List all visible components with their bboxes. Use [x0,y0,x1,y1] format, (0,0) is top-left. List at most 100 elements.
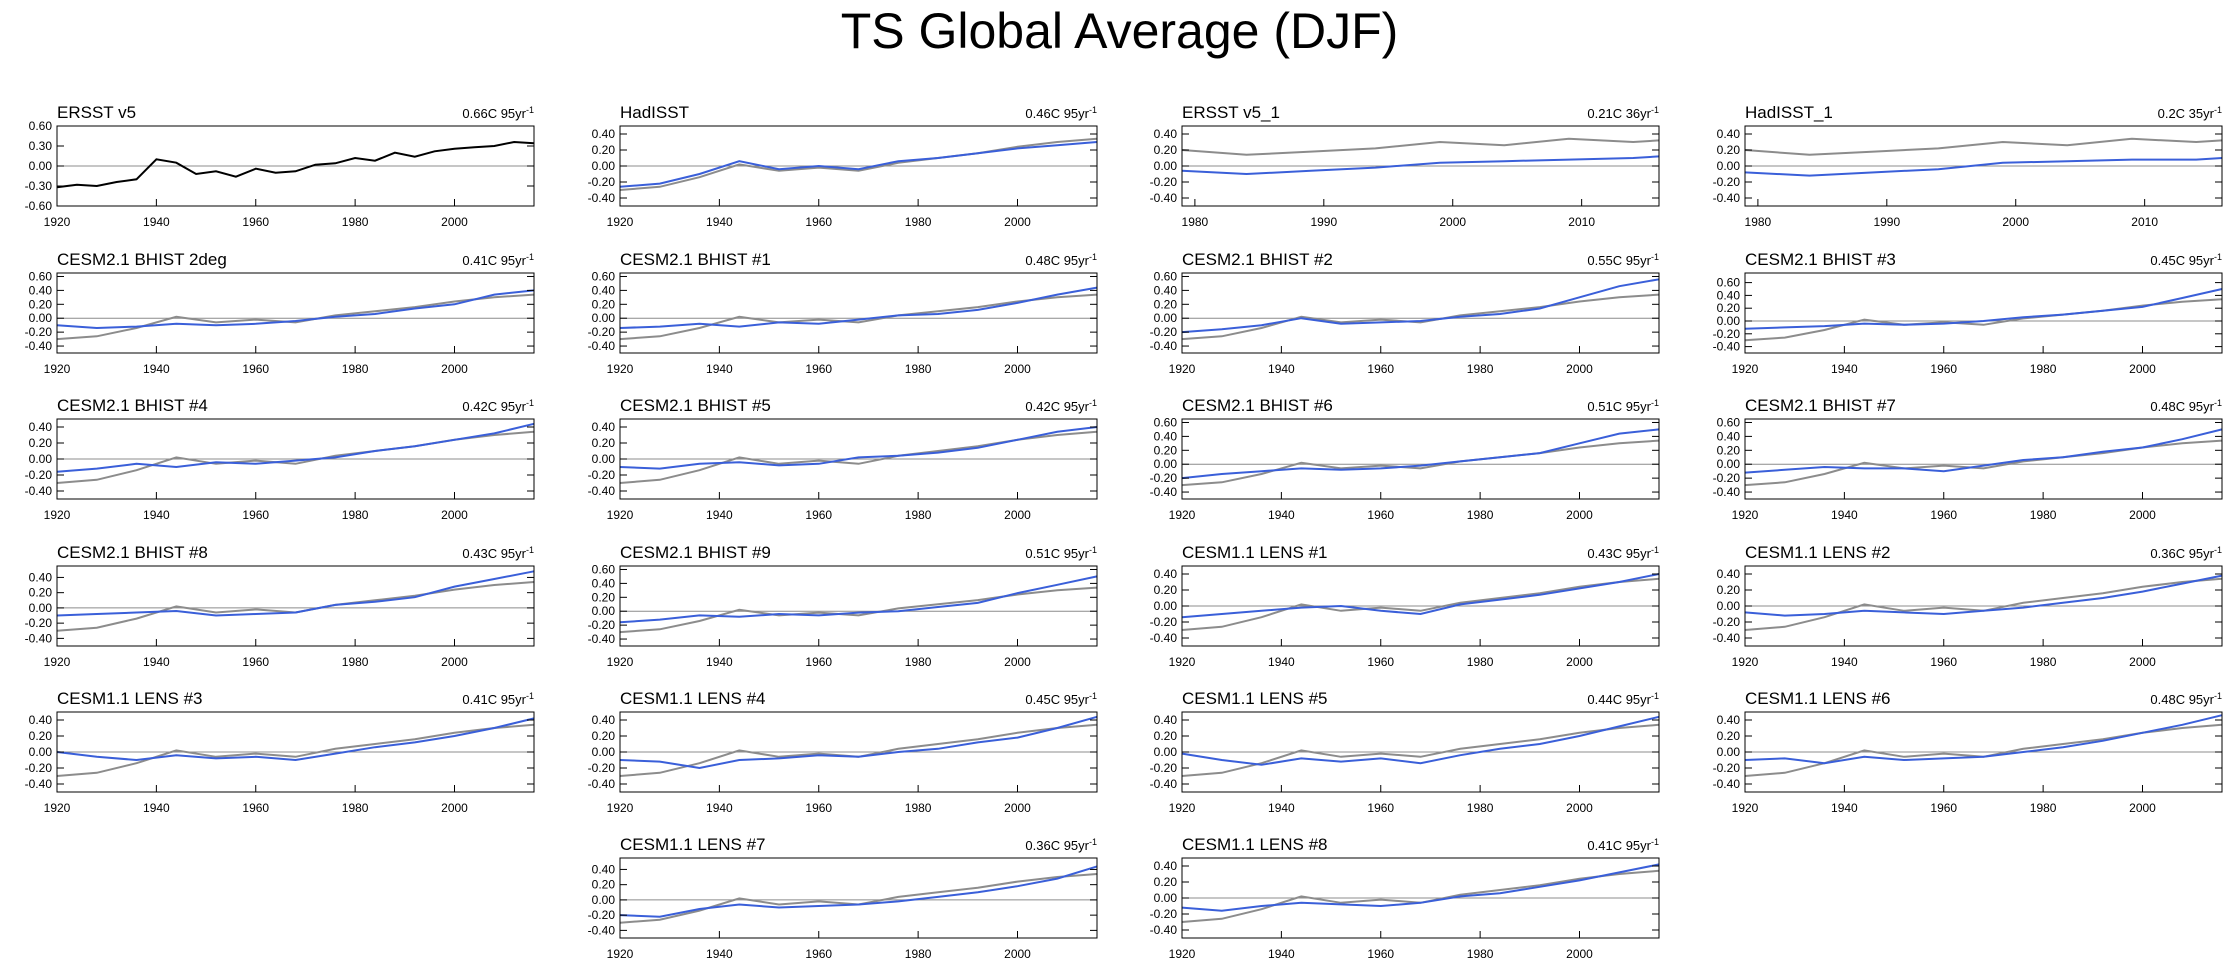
x-tick-label: 1920 [1169,362,1196,376]
y-tick-label: 0.00 [1717,599,1741,613]
y-tick-label: -0.20 [1150,761,1178,775]
x-tick-label: 1960 [1930,801,1957,815]
y-tick-label: 0.30 [29,139,53,153]
x-tick-label: 2000 [2129,362,2156,376]
y-tick-label: -0.40 [1713,485,1741,499]
y-tick-label: 0.40 [1717,127,1741,141]
series-line [56,289,535,330]
series-line [619,426,1098,470]
y-tick-label: 0.20 [592,436,616,450]
y-tick-label: 0.00 [1154,891,1178,905]
x-tick-label: 2000 [1566,508,1593,522]
x-tick-label: 1990 [1873,215,1900,229]
y-tick-label: -0.40 [1150,339,1178,353]
y-tick-label: 0.40 [592,576,616,590]
x-tick-label: 2000 [2129,655,2156,669]
y-tick-label: 0.60 [592,269,616,283]
panel: 0.600.400.200.00-0.20-0.40 1920 1940 1960 19… [25,250,535,376]
series-line [619,286,1098,329]
x-tick-label: 2000 [1004,801,1031,815]
trend-label: 0.45C 95yr-1 [1025,691,1097,707]
y-tick-label: -0.40 [588,632,616,646]
x-tick-label: 1940 [706,508,733,522]
series-line [1744,577,2223,631]
series-line [1744,439,2223,487]
x-tick-label: 1980 [905,215,932,229]
panel-title: CESM1.1 LENS #5 [1182,689,1328,708]
y-tick-label: 0.00 [1717,457,1741,471]
x-tick-label: 1960 [805,508,832,522]
panel: 0.600.400.200.00-0.20-0.40 1920 1940 1960 19… [1150,250,1660,376]
series-line [56,570,535,617]
y-tick-label: -0.20 [588,908,616,922]
x-tick-label: 1980 [905,508,932,522]
x-tick-label: 1960 [1367,947,1394,961]
trend-label: 0.51C 95yr-1 [1587,398,1659,414]
y-tick-label: 0.40 [29,283,53,297]
y-tick-label: 0.00 [29,159,53,173]
y-tick-label: 0.40 [592,713,616,727]
y-tick-label: 0.40 [1154,429,1178,443]
x-tick-label: 1980 [1467,655,1494,669]
series-line [1181,137,1660,156]
x-tick-label: 1940 [143,215,170,229]
y-tick-label: 0.40 [592,283,616,297]
y-tick-label: -0.20 [1150,175,1178,189]
panel-title: CESM2.1 BHIST #7 [1745,396,1896,415]
panel: 0.600.400.200.00-0.20-0.40 1920 1940 1960 19… [1150,396,1660,522]
panel-title: CESM1.1 LENS #7 [620,835,766,854]
x-tick-label: 1960 [1367,655,1394,669]
y-tick-label: 0.60 [1717,276,1741,290]
y-tick-label: 0.20 [592,143,616,157]
panel: 0.600.400.200.00-0.20-0.40 1920 1940 1960 19… [588,250,1098,376]
y-tick-label: 0.40 [1154,567,1178,581]
x-tick-label: 1980 [342,215,369,229]
y-tick-label: -0.20 [1150,471,1178,485]
panel-title: HadISST [620,103,689,122]
y-tick-label: -0.40 [1713,631,1741,645]
x-tick-label: 1960 [1930,508,1957,522]
y-tick-label: 0.40 [29,570,53,584]
y-tick-label: 0.20 [29,436,53,450]
x-tick-label: 1940 [143,801,170,815]
y-tick-label: -0.40 [25,339,53,353]
figure-title: TS Global Average (DJF) [840,3,1399,59]
y-tick-label: 0.20 [29,297,53,311]
y-tick-label: -0.40 [1713,191,1741,205]
y-tick-label: 0.40 [592,127,616,141]
y-tick-label: 0.20 [592,878,616,892]
trend-label: 0.21C 36yr-1 [1587,105,1659,121]
trend-label: 0.36C 95yr-1 [2150,545,2222,561]
x-tick-label: 1940 [1268,362,1295,376]
x-tick-label: 1920 [1169,655,1196,669]
y-tick-label: 0.00 [592,745,616,759]
y-tick-label: 0.60 [1154,415,1178,429]
y-tick-label: -0.20 [588,175,616,189]
x-tick-label: 2000 [1004,655,1031,669]
plot-frame [1744,272,2223,354]
series-line [619,141,1098,188]
y-tick-label: -0.40 [1150,777,1178,791]
series-line [619,586,1098,634]
y-tick-label: 0.60 [1717,415,1741,429]
y-tick-label: 0.20 [1154,143,1178,157]
y-tick-label: 0.20 [29,729,53,743]
y-tick-label: 0.00 [29,601,53,615]
y-tick-label: -0.20 [588,761,616,775]
panel: 0.600.400.200.00-0.20-0.40 1920 1940 1960 19… [588,543,1098,669]
trend-label: 0.44C 95yr-1 [1587,691,1659,707]
y-tick-label: 0.00 [1154,159,1178,173]
series-line [1181,573,1660,619]
y-tick-label: -0.20 [1713,175,1741,189]
series-line [56,293,535,341]
y-tick-label: -0.40 [25,484,53,498]
x-tick-label: 1960 [1367,801,1394,815]
x-tick-label: 1920 [607,947,634,961]
y-tick-label: 0.00 [592,159,616,173]
plot-frame [619,857,1098,939]
x-tick-label: 1980 [905,655,932,669]
x-tick-label: 1940 [1268,655,1295,669]
x-tick-label: 2000 [1566,362,1593,376]
